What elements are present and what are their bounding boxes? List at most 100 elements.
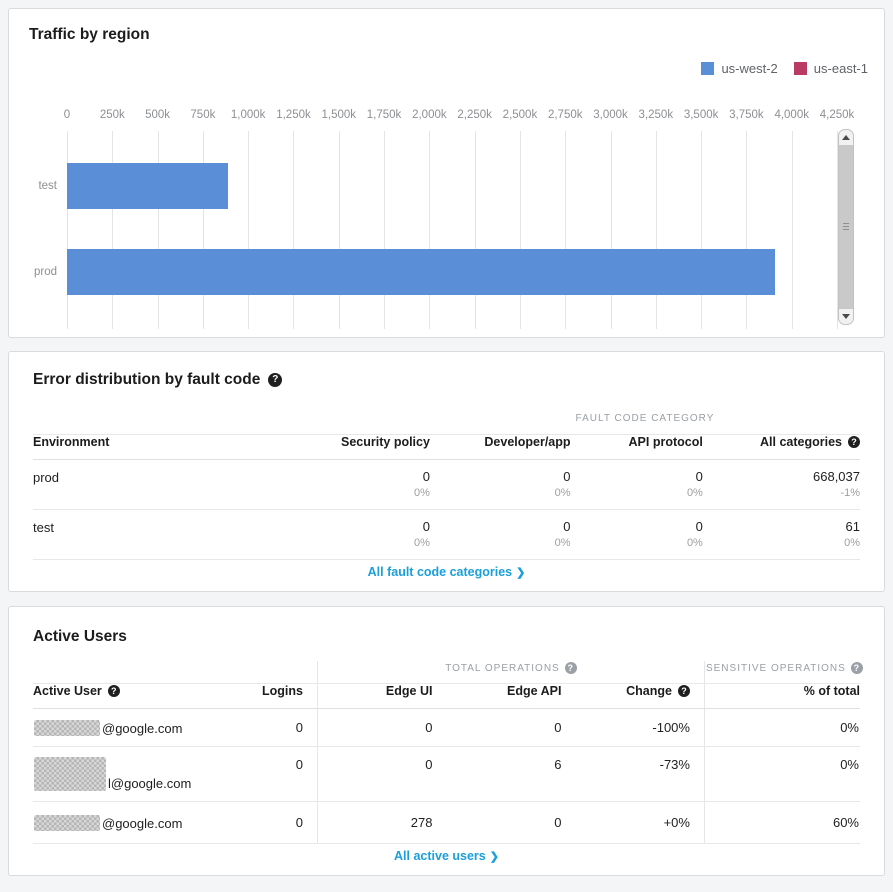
col-security-policy: Security policy (272, 434, 430, 460)
gridline (157, 131, 159, 329)
active-users-card: Active Users TOTAL OPERATIONS? SENSITIVE… (8, 606, 885, 876)
x-axis-tick-label: 2,500k (502, 109, 538, 121)
table-row: @google.com 0 278 0 +0% 60% (33, 801, 860, 844)
developer-app-cell: 0 0% (429, 509, 571, 560)
api-protocol-cell: 0 0% (570, 509, 703, 560)
bar-prod[interactable] (67, 249, 776, 295)
pct-of-total-cell: 0% (703, 746, 860, 802)
edge-ui-cell: 0 (316, 746, 447, 802)
gridline (67, 131, 68, 329)
help-icon[interactable]: ? (850, 662, 863, 674)
sensitive-operations-group-header: SENSITIVE OPERATIONS? (703, 661, 863, 684)
all-active-users-link[interactable]: All active users ❯ (394, 849, 499, 863)
x-axis-tick-label: 1,250k (276, 109, 311, 121)
legend-swatch-crimson (793, 62, 807, 75)
x-axis-tick-label: 2,250k (457, 109, 492, 121)
traffic-card-title: Traffic by region (29, 25, 864, 45)
help-icon[interactable]: ? (107, 685, 120, 697)
change-cell: -73% (575, 746, 705, 802)
logins-cell: 0 (219, 746, 318, 802)
help-icon[interactable]: ? (268, 373, 283, 387)
chart-vertical-scrollbar[interactable] (838, 129, 854, 325)
scrollbar-down-arrow-icon[interactable] (839, 309, 853, 324)
logins-cell: 0 (219, 708, 318, 747)
x-axis-tick-label: 4,250k (819, 109, 855, 121)
logins-cell: 0 (219, 801, 318, 844)
redacted-username (34, 815, 100, 831)
x-axis-tick-label: 750k (190, 109, 216, 121)
errors-card-footer: All fault code categories ❯ (9, 554, 884, 591)
edge-api-cell: 0 (446, 708, 576, 747)
gridline (746, 131, 748, 329)
x-axis-tick-label: 250k (99, 109, 125, 121)
users-card-title: Active Users (33, 627, 860, 647)
chevron-right-icon: ❯ (516, 567, 526, 579)
x-axis-tick-label: 1,750k (366, 109, 402, 121)
gridline (791, 131, 793, 329)
errors-card-title: Error distribution by fault code ? (33, 370, 860, 390)
group-header-row: FAULT CODE CATEGORY (33, 404, 860, 435)
scrollbar-up-arrow-icon[interactable] (839, 130, 853, 145)
all-categories-cell: 61 0% (702, 509, 860, 560)
active-user-cell: l@google.com (33, 746, 220, 802)
table-row: prod 0 0% 0 0% 0 0% 668,037 -1% (33, 459, 860, 510)
gridline (519, 131, 521, 329)
gridline (384, 131, 386, 329)
edge-ui-cell: 0 (316, 708, 447, 747)
x-axis-tick-label: 1,000k (230, 109, 266, 121)
legend-item-us-east-1[interactable]: us-east-1 (793, 61, 868, 76)
legend-item-us-west-2[interactable]: us-west-2 (701, 61, 778, 76)
x-axis-tick-label: 2,750k (547, 109, 583, 121)
chart-legend: us-west-2 us-east-1 (701, 61, 868, 76)
edge-api-cell: 0 (446, 801, 576, 844)
col-change: Change? (575, 683, 705, 709)
pct-of-total-cell: 0% (703, 708, 860, 747)
environment-cell: prod (33, 459, 273, 510)
legend-swatch-blue (701, 62, 715, 75)
error-distribution-card: Error distribution by fault code ? FAULT… (8, 351, 885, 592)
pct-of-total-cell: 60% (703, 801, 860, 844)
redacted-username (34, 720, 100, 736)
table-row: l@google.com 0 0 6 -73% 0% (33, 746, 860, 802)
gridline (112, 131, 114, 329)
col-edge-api: Edge API (446, 683, 576, 709)
total-operations-group-header: TOTAL OPERATIONS? (316, 661, 705, 684)
security-policy-cell: 0 0% (272, 509, 430, 560)
help-icon[interactable]: ? (564, 662, 577, 674)
gridline (293, 131, 295, 329)
column-header-row: Environment Security policy Developer/ap… (33, 434, 860, 460)
col-developer-app: Developer/app (429, 434, 571, 460)
help-icon[interactable]: ? (848, 436, 860, 448)
col-environment: Environment (33, 434, 273, 460)
error-distribution-table: FAULT CODE CATEGORY Environment Security… (33, 404, 860, 560)
legend-label: us-east-1 (813, 61, 868, 76)
column-header-row: Active User? Logins Edge UI Edge API Cha… (33, 683, 860, 709)
errors-card-title-text: Error distribution by fault code (33, 371, 261, 388)
x-axis-tick-label: 500k (145, 109, 171, 121)
x-axis-tick-label: 2,000k (412, 109, 447, 121)
gridline (338, 131, 340, 329)
users-card-title-text: Active Users (33, 628, 127, 645)
x-axis-tick-label: 3,750k (729, 109, 764, 121)
col-all-categories: All categories ? (702, 434, 860, 460)
x-axis-tick-label: 3,250k (638, 109, 674, 121)
bar-test[interactable] (67, 163, 229, 209)
active-users-table: TOTAL OPERATIONS? SENSITIVE OPERATIONS? … (33, 661, 863, 844)
help-icon[interactable]: ? (677, 685, 690, 697)
scrollbar-thumb[interactable] (839, 145, 853, 309)
y-axis-category-label: test (38, 180, 57, 192)
change-cell: +0% (575, 801, 705, 844)
developer-app-cell: 0 0% (429, 459, 571, 510)
security-policy-cell: 0 0% (272, 459, 430, 510)
x-axis-tick-label: 3,500k (683, 109, 719, 121)
users-card-footer: All active users ❯ (9, 838, 884, 875)
gridline (655, 131, 657, 329)
x-axis-tick-label: 4,000k (774, 109, 809, 121)
table-row: test 0 0% 0 0% 0 0% 61 0% (33, 509, 860, 560)
table-row: @google.com 0 0 0 -100% 0% (33, 708, 860, 747)
gridline (610, 131, 612, 329)
col-edge-ui: Edge UI (316, 683, 447, 709)
all-fault-code-categories-link[interactable]: All fault code categories ❯ (367, 565, 526, 579)
gridline (248, 131, 250, 329)
all-categories-cell: 668,037 -1% (702, 459, 860, 510)
